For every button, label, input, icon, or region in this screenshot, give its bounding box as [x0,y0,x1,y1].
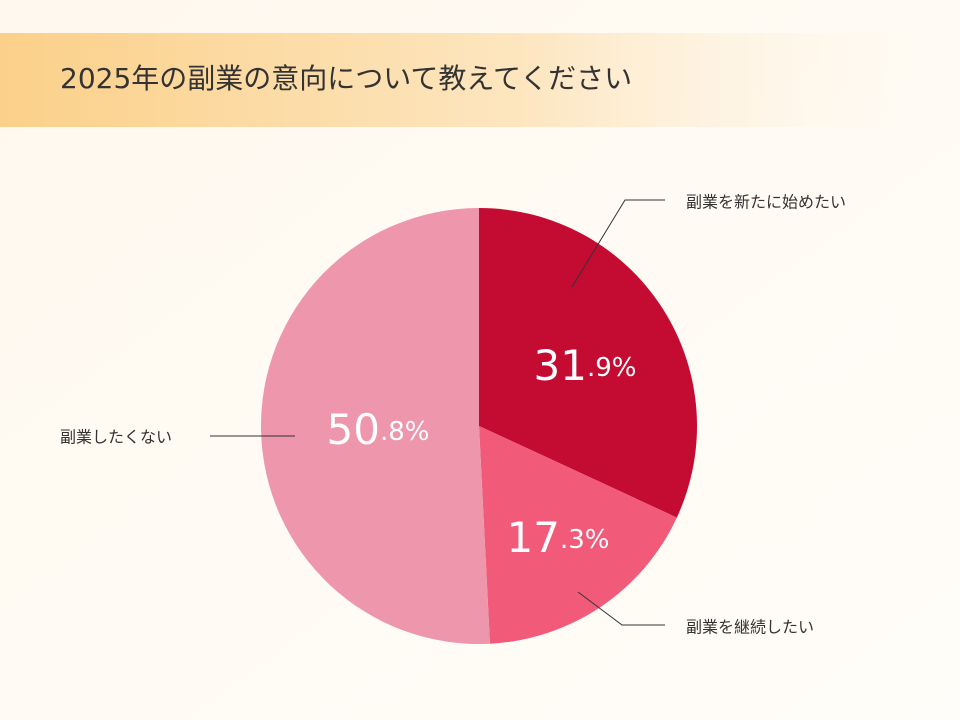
value-label: 50.8% [327,405,430,454]
category-label: 副業を継続したい [686,618,814,637]
value-label: 31.9% [534,341,637,390]
chart-title: 2025年の副業の意向について教えてください [60,62,632,95]
leader-line [571,199,665,288]
pie-slice [260,208,490,644]
leader-line [577,591,665,626]
pie-slice [479,426,677,644]
category-label: 副業したくない [60,428,172,447]
title-band [0,33,960,127]
pie-slice [479,208,697,518]
category-label: 副業を新たに始めたい [686,193,846,212]
value-label: 17.3% [507,513,610,562]
